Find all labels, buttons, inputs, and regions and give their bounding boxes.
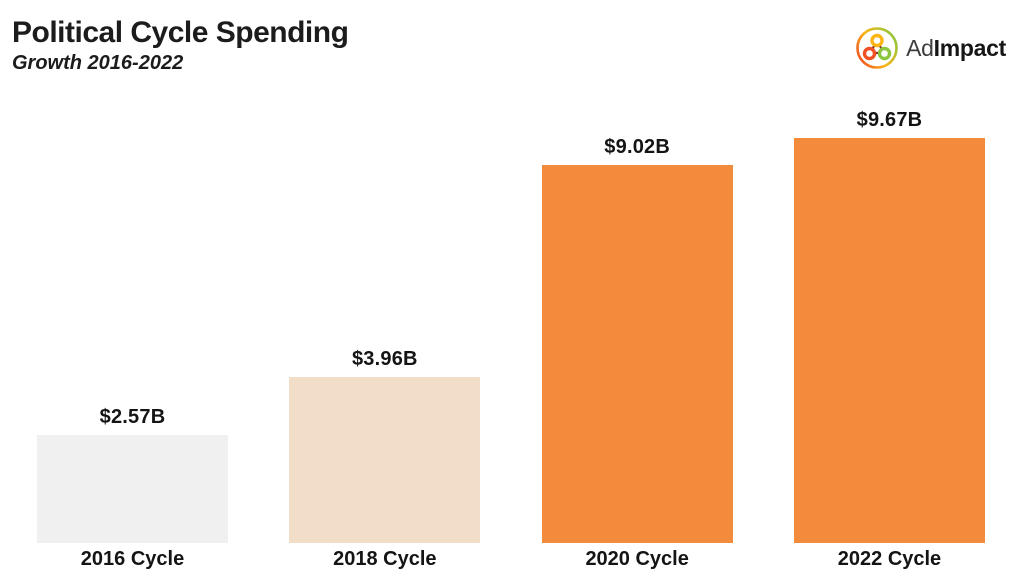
- category-labels-row: 2016 Cycle 2018 Cycle 2020 Cycle 2022 Cy…: [37, 543, 985, 576]
- category-label-2016: 2016 Cycle: [80, 548, 185, 570]
- bar-group-2016: $2.57B: [37, 406, 228, 543]
- bar-value-label: $9.67B: [856, 109, 923, 131]
- category-label-2022: 2022 Cycle: [837, 548, 942, 570]
- bar-group-2020: $9.02B: [541, 136, 733, 543]
- bar-2020-cycle: [541, 165, 733, 543]
- header: Political Cycle Spending Growth 2016-202…: [12, 16, 1006, 74]
- bar-2022-cycle: [793, 138, 985, 543]
- category-label-2020: 2020 Cycle: [585, 548, 689, 570]
- bar-value-label: $3.96B: [351, 348, 418, 370]
- bar-group-2018: $3.96B: [289, 348, 481, 543]
- adimpact-logo-text: AdImpact: [906, 35, 1006, 62]
- category-label-2018: 2018 Cycle: [333, 548, 437, 570]
- page-subtitle: Growth 2016-2022: [12, 52, 184, 74]
- bar-value-label: $9.02B: [604, 136, 670, 158]
- bars-row: $2.57B $3.96B $9.02B $9.67B: [37, 109, 985, 543]
- logo-text-impact: Impact: [933, 34, 1007, 61]
- bar-2018-cycle: [289, 377, 481, 543]
- bar-value-label: $2.57B: [99, 406, 166, 428]
- page-title: Political Cycle Spending: [12, 16, 349, 49]
- bar-group-2022: $9.67B: [793, 109, 985, 543]
- adimpact-logo: AdImpact: [855, 26, 1006, 70]
- bar-2016-cycle: [37, 435, 228, 543]
- bar-chart: $2.57B $3.96B $9.02B $9.67B 2016 Cycle 2…: [37, 109, 985, 576]
- logo-text-ad: Ad: [906, 34, 934, 61]
- adimpact-molecule-icon: [856, 27, 898, 69]
- title-block: Political Cycle Spending Growth 2016-202…: [12, 16, 349, 74]
